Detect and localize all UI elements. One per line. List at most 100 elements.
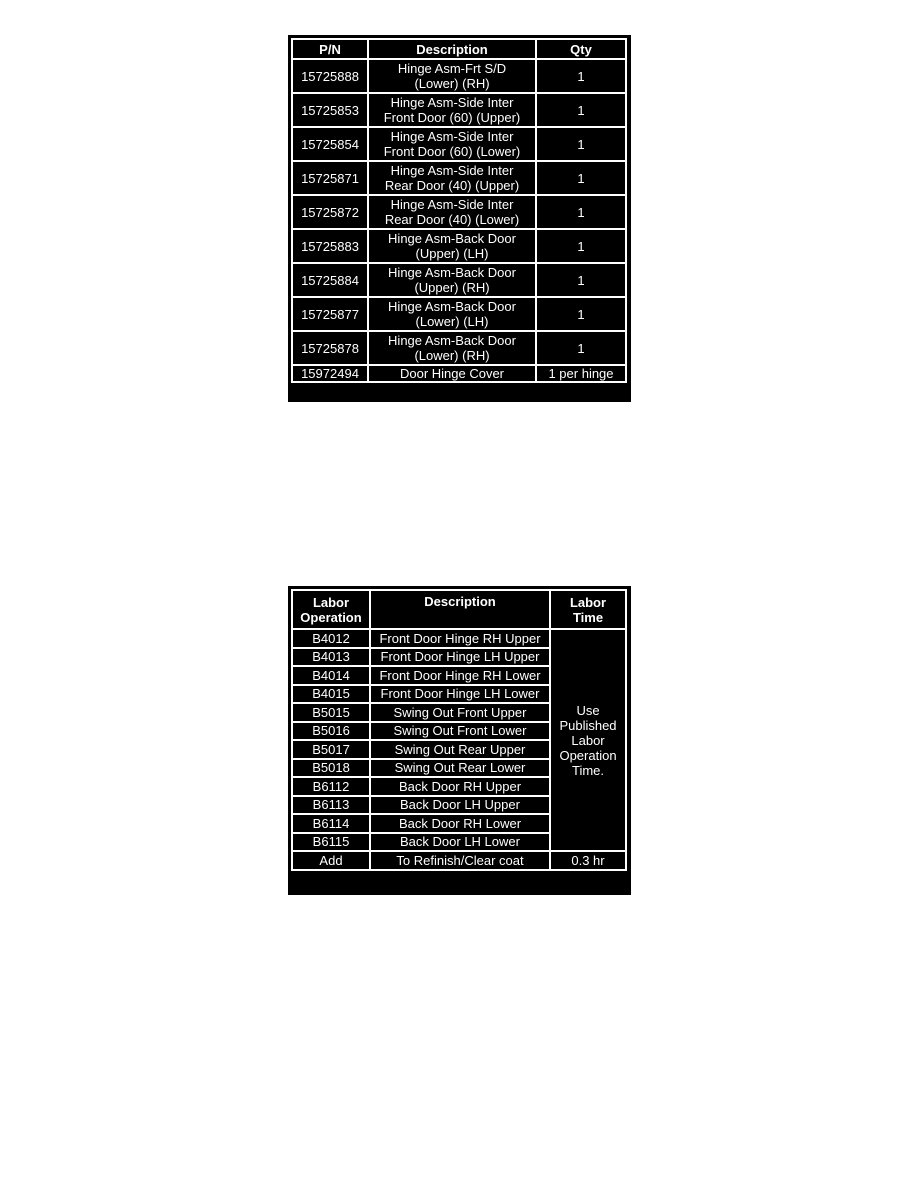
table-row: 15725871 Hinge Asm-Side Inter Rear Door (… xyxy=(291,160,627,196)
pn-cell: 15725883 xyxy=(291,228,369,264)
description-line: Hinge Asm-Side Inter xyxy=(390,95,514,110)
qty-cell: 1 xyxy=(535,296,627,332)
description-line: Hinge Asm-Back Door xyxy=(388,231,516,246)
qty-cell: 1 xyxy=(535,160,627,196)
labor-op-cell: B5015 xyxy=(291,702,371,723)
description-cell: Front Door Hinge RH Upper xyxy=(369,628,551,649)
labor-time-line: Time. xyxy=(571,762,605,778)
pn-cell: 15725888 xyxy=(291,58,369,94)
pn-cell: 15725872 xyxy=(291,194,369,230)
description-line: Hinge Asm-Side Inter xyxy=(390,163,514,178)
description-cell: Front Door Hinge LH Upper xyxy=(369,646,551,667)
description-line: (Upper) (RH) xyxy=(414,280,490,295)
description-cell: Hinge Asm-Back Door (Lower) (RH) xyxy=(367,330,537,366)
parts-header-row: P/N Description Qty xyxy=(291,38,627,60)
qty-cell: 1 xyxy=(535,228,627,264)
description-cell: Hinge Asm-Side Inter Rear Door (40) (Lowe… xyxy=(367,194,537,230)
qty-cell: 1 xyxy=(535,194,627,230)
table-row: B6113 Back Door LH Upper xyxy=(291,794,626,815)
description-cell: Swing Out Rear Lower xyxy=(369,757,551,778)
pn-cell: 15725877 xyxy=(291,296,369,332)
description-line: Rear Door (40) (Upper) xyxy=(384,178,520,193)
header-labor-time: Labor Time xyxy=(549,589,627,630)
header-description: Description xyxy=(369,589,551,630)
description-line: Hinge Asm-Back Door xyxy=(388,333,516,348)
labor-time-line: Operation xyxy=(559,747,617,763)
header-text: Time xyxy=(572,609,604,625)
pn-cell: 15725884 xyxy=(291,262,369,298)
labor-time-line: Use xyxy=(576,702,600,718)
pn-cell: 15725853 xyxy=(291,92,369,128)
table-row: 15725888 Hinge Asm-Frt S/D (Lower) (RH) 1 xyxy=(291,58,627,94)
labor-time-cell: 0.3 hr xyxy=(549,850,627,871)
labor-time-line: Labor xyxy=(571,732,605,748)
header-labor-operation: Labor Operation xyxy=(291,589,371,630)
table-row: 15725878 Hinge Asm-Back Door (Lower) (RH)… xyxy=(291,330,627,366)
description-cell: Back Door LH Lower xyxy=(369,831,551,852)
description-cell: Front Door Hinge RH Lower xyxy=(369,665,551,686)
qty-cell: 1 xyxy=(535,262,627,298)
labor-time-line: Published xyxy=(559,717,617,733)
description-cell: Hinge Asm-Side Inter Rear Door (40) (Uppe… xyxy=(367,160,537,196)
labor-op-cell: Add xyxy=(291,850,371,871)
description-cell: Hinge Asm-Back Door (Upper) (LH) xyxy=(367,228,537,264)
labor-op-cell: B5017 xyxy=(291,739,371,760)
labor-op-cell: B4012 xyxy=(291,628,371,649)
labor-time-cell: Use Published Labor Operation Time. xyxy=(549,628,627,852)
labor-table: Labor Operation Description Labor Time B40… xyxy=(288,586,631,895)
labor-op-cell: B4015 xyxy=(291,683,371,704)
table-row: Add To Refinish/Clear coat 0.3 hr xyxy=(291,850,627,871)
description-line: Rear Door (40) (Lower) xyxy=(384,212,520,227)
header-text: Labor xyxy=(569,594,607,610)
table-row: 15725872 Hinge Asm-Side Inter Rear Door (… xyxy=(291,194,627,230)
labor-op-cell: B6113 xyxy=(291,794,371,815)
parts-table: P/N Description Qty 15725888 Hinge Asm-F… xyxy=(288,35,631,402)
labor-header-row: Labor Operation Description Labor Time xyxy=(291,589,627,630)
description-cell: Swing Out Front Lower xyxy=(369,720,551,741)
description-line: Hinge Asm-Frt S/D xyxy=(397,61,507,76)
qty-cell: 1 xyxy=(535,92,627,128)
description-cell: Door Hinge Cover xyxy=(367,364,537,383)
description-cell: Back Door LH Upper xyxy=(369,794,551,815)
table-row: B6112 Back Door RH Upper xyxy=(291,776,626,797)
pn-cell: 15725871 xyxy=(291,160,369,196)
qty-cell: 1 per hinge xyxy=(535,364,627,383)
header-description: Description xyxy=(367,38,537,60)
description-cell: To Refinish/Clear coat xyxy=(369,850,551,871)
table-row: B6114 Back Door RH Lower xyxy=(291,813,626,834)
table-row: B4015 Front Door Hinge LH Lower xyxy=(291,683,626,704)
description-line: (Lower) (RH) xyxy=(414,348,490,363)
header-pn: P/N xyxy=(291,38,369,60)
qty-cell: 1 xyxy=(535,126,627,162)
description-cell: Hinge Asm-Side Inter Front Door (60) (Low… xyxy=(367,126,537,162)
description-line: Hinge Asm-Back Door xyxy=(388,265,516,280)
description-cell: Hinge Asm-Back Door (Upper) (RH) xyxy=(367,262,537,298)
table-row: B6115 Back Door LH Lower xyxy=(291,831,626,852)
labor-op-cell: B6115 xyxy=(291,831,371,852)
header-text: Operation xyxy=(300,609,362,625)
table-row: B4012 Front Door Hinge RH Upper Use Publis… xyxy=(291,628,627,852)
description-cell: Swing Out Front Upper xyxy=(369,702,551,723)
description-cell: Back Door RH Upper xyxy=(369,776,551,797)
header-qty: Qty xyxy=(535,38,627,60)
table-row: B5016 Swing Out Front Lower xyxy=(291,720,626,741)
description-cell: Hinge Asm-Back Door (Lower) (LH) xyxy=(367,296,537,332)
qty-cell: 1 xyxy=(535,330,627,366)
pn-cell: 15972494 xyxy=(291,364,369,383)
table-row: 15725854 Hinge Asm-Side Inter Front Door … xyxy=(291,126,627,162)
description-cell: Front Door Hinge LH Lower xyxy=(369,683,551,704)
description-line: Hinge Asm-Side Inter xyxy=(390,197,514,212)
description-line: (Lower) (LH) xyxy=(415,314,489,329)
description-line: Hinge Asm-Side Inter xyxy=(390,129,514,144)
description-line: Front Door (60) (Upper) xyxy=(383,110,521,125)
description-cell: Back Door RH Lower xyxy=(369,813,551,834)
description-line: (Lower) (RH) xyxy=(414,76,490,91)
table-row: 15725853 Hinge Asm-Side Inter Front Door … xyxy=(291,92,627,128)
qty-cell: 1 xyxy=(535,58,627,94)
labor-op-cell: B6112 xyxy=(291,776,371,797)
header-text: Labor xyxy=(312,594,350,610)
pn-cell: 15725878 xyxy=(291,330,369,366)
labor-op-cell: B5016 xyxy=(291,720,371,741)
description-line: Front Door (60) (Lower) xyxy=(383,144,521,159)
table-row: B5018 Swing Out Rear Lower xyxy=(291,757,626,778)
